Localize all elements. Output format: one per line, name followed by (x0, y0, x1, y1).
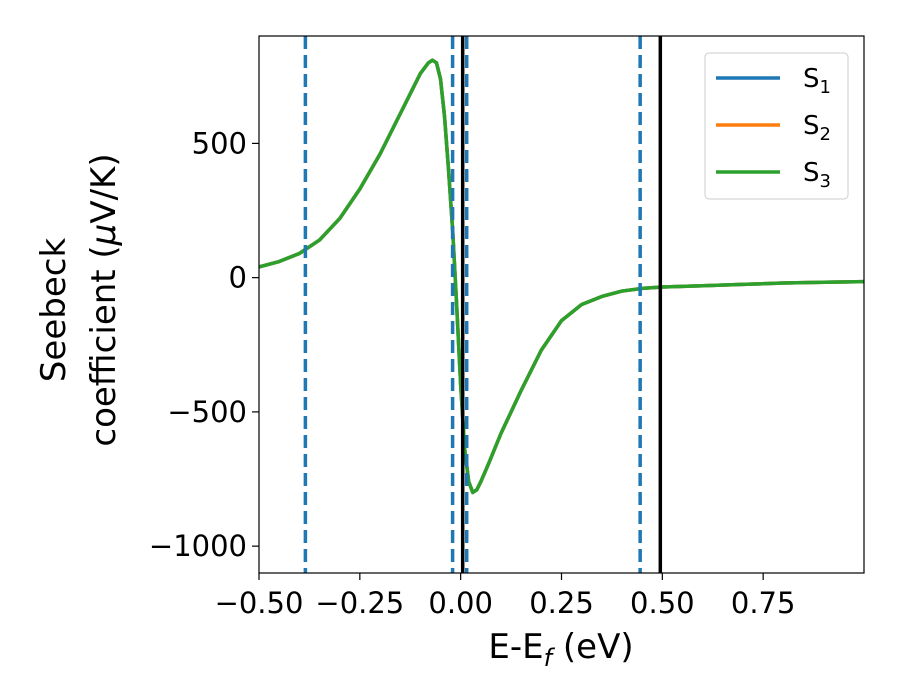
y-tick-label: −1000 (149, 529, 247, 563)
x-axis-title: E-Ef (eV) (488, 627, 633, 672)
x-tick-label: −0.25 (315, 586, 404, 620)
x-tick-label: 0.50 (630, 586, 695, 620)
axis-ticks: −0.50 −0.25 0.00 0.25 0.50 0.75 500 0 −500 −1000 (149, 126, 796, 620)
y-axis-title-line2: coefficient (μV/K) (84, 153, 124, 446)
series-line-s3 (259, 58, 864, 495)
legend-label-s2: S2 (803, 111, 831, 145)
x-tick-label: −0.50 (215, 586, 304, 620)
legend: S1 S2 S3 (704, 52, 849, 200)
plot-data-layer (259, 36, 864, 573)
x-tick-label: 0.75 (731, 586, 796, 620)
legend-label-s3: S3 (803, 158, 831, 192)
legend-label-s1: S1 (803, 64, 831, 98)
y-tick-label: 500 (192, 126, 247, 160)
y-tick-label: −500 (167, 395, 247, 429)
y-tick-label: 0 (229, 261, 247, 295)
x-tick-label: 0.00 (428, 586, 493, 620)
y-axis-title: Seebeck coefficient (μV/K) (34, 153, 124, 446)
x-tick-label: 0.25 (529, 586, 594, 620)
y-axis-title-line1: Seebeck (34, 238, 74, 383)
